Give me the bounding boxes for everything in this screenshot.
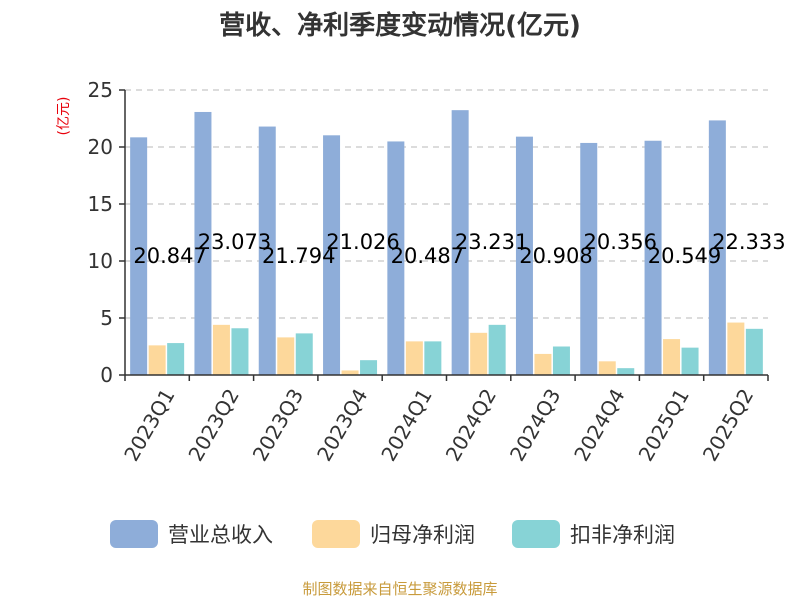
- y-tick-label: 5: [100, 306, 113, 330]
- data-label: 20.908: [519, 244, 592, 268]
- data-label: 20.847: [133, 244, 206, 268]
- bar-1: [708, 120, 726, 375]
- bar-2: [148, 345, 166, 375]
- data-label: 20.549: [648, 244, 721, 268]
- bar-1: [387, 141, 405, 375]
- bar-2: [663, 339, 681, 375]
- data-label: 21.794: [262, 244, 335, 268]
- x-tick-label: 2024Q3: [505, 385, 565, 466]
- bar-3: [552, 346, 570, 375]
- x-tick-label: 2023Q2: [183, 385, 243, 466]
- bar-1: [258, 126, 276, 375]
- legend-label: 扣非净利润: [570, 523, 675, 547]
- bar-2: [598, 361, 616, 375]
- bar-2: [341, 370, 359, 375]
- axes: 0 5 10 15 20 25 2023Q1 2023Q2 2023Q3 2023Q4 2024Q1…: [88, 78, 769, 466]
- legend-label: 营业总收入: [168, 523, 273, 547]
- bar-3: [295, 333, 313, 375]
- x-tick-label: 2023Q3: [248, 385, 308, 466]
- bar-2: [727, 322, 745, 375]
- data-label: 21.026: [326, 230, 399, 254]
- x-tick-label: 2023Q1: [119, 385, 179, 466]
- x-tick-label: 2025Q2: [698, 385, 758, 466]
- bar-2: [277, 337, 295, 375]
- x-tick-label: 2024Q1: [376, 385, 436, 466]
- bar-2: [470, 332, 488, 375]
- bar-1: [515, 136, 533, 375]
- y-tick-label: 15: [88, 192, 113, 216]
- x-tick-label: 2023Q4: [312, 385, 372, 466]
- legend-swatch: [312, 520, 360, 548]
- data-label: 20.487: [391, 244, 464, 268]
- bar-2: [534, 353, 552, 375]
- data-label: 23.231: [455, 230, 528, 254]
- bar-1: [194, 111, 212, 375]
- x-tick-label: 2024Q2: [441, 385, 501, 466]
- legend-swatch: [110, 520, 158, 548]
- bar-2: [405, 341, 423, 375]
- bar-3: [617, 368, 635, 375]
- grid-lines: [125, 89, 768, 319]
- bar-1: [323, 135, 341, 375]
- bars: [130, 110, 763, 376]
- bar-3: [231, 328, 249, 375]
- bar-3: [681, 347, 699, 375]
- bar-1: [130, 137, 148, 375]
- data-labels: 20.84723.07321.79421.02620.48723.23120.9…: [133, 230, 785, 268]
- x-tick-label: 2024Q4: [569, 385, 629, 466]
- bar-1: [451, 110, 469, 376]
- bar-3: [167, 343, 185, 375]
- bar-1: [580, 142, 598, 375]
- bar-3: [424, 341, 442, 375]
- source-note: 制图数据来自恒生聚源数据库: [302, 580, 497, 598]
- y-tick-label: 25: [88, 78, 113, 102]
- x-tick-label: 2025Q1: [634, 385, 694, 466]
- bar-3: [488, 324, 506, 375]
- y-tick-label: 20: [88, 135, 113, 159]
- y-tick-label: 0: [100, 363, 113, 387]
- data-label: 20.356: [584, 230, 657, 254]
- bar-1: [644, 140, 662, 375]
- bar-2: [212, 324, 230, 375]
- y-tick-label: 10: [88, 249, 113, 273]
- legend-label: 归母净利润: [370, 523, 475, 547]
- data-label: 23.073: [198, 230, 271, 254]
- legend-swatch: [512, 520, 560, 548]
- bar-3: [360, 360, 378, 375]
- data-label: 22.333: [712, 230, 785, 254]
- bar-3: [745, 328, 763, 375]
- legend: 营业总收入 归母净利润 扣非净利润: [110, 520, 675, 548]
- y-axis-unit: (亿元): [56, 97, 72, 136]
- chart-title: 营收、净利季度变动情况(亿元): [219, 10, 581, 41]
